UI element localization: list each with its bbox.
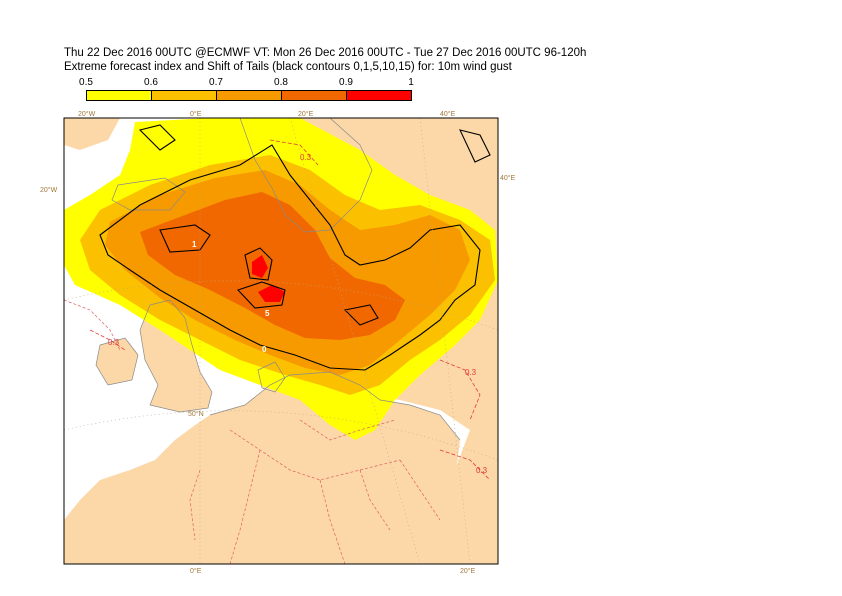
map-frame bbox=[63, 117, 499, 565]
sot-contours bbox=[99, 124, 491, 371]
sot-label-5: 5 bbox=[265, 309, 270, 318]
colorbar-tick-0.7: 0.7 bbox=[209, 77, 223, 88]
label-mid-50n: 50°N bbox=[188, 410, 204, 418]
graticule-labels: 20°W 0°E 20°E 40°E 20°W 40°E 50°N 0°E 20… bbox=[40, 110, 516, 575]
colorbar-tick-0.5: 0.5 bbox=[79, 77, 93, 88]
title-line-2: Extreme forecast index and Shift of Tail… bbox=[64, 61, 512, 73]
colorbar-band-5 bbox=[346, 90, 412, 101]
efi-label-03-d: 0.3 bbox=[476, 466, 488, 475]
title-line-1: Thu 22 Dec 2016 00UTC @ECMWF VT: Mon 26 … bbox=[64, 47, 587, 59]
label-left-20w: 20°W bbox=[40, 186, 58, 194]
label-right-40e: 40°E bbox=[500, 174, 516, 182]
efi-0.3-contours bbox=[89, 139, 491, 481]
colorbar-tick-0.9: 0.9 bbox=[339, 77, 353, 88]
efi-band-0.8 bbox=[140, 192, 405, 340]
efi-label-03-b: 0.3 bbox=[108, 338, 120, 347]
label-top-20e: 20°E bbox=[298, 110, 314, 118]
graticule bbox=[64, 118, 498, 564]
colorbar-tick-0.6: 0.6 bbox=[144, 77, 158, 88]
efi-band-0.9 bbox=[252, 255, 285, 302]
colorbar-tick-0.8: 0.8 bbox=[274, 77, 288, 88]
label-top-20w: 20°W bbox=[78, 110, 96, 118]
colorbar-tick-1: 1 bbox=[408, 77, 414, 88]
efi-label-03-a: 0.3 bbox=[300, 153, 312, 162]
label-bottom-20e: 20°E bbox=[460, 567, 476, 575]
sot-label-0: 0 bbox=[262, 345, 267, 354]
efi-label-03-c: 0.3 bbox=[465, 368, 477, 377]
political-borders bbox=[64, 299, 441, 564]
borders bbox=[95, 118, 461, 441]
sot-label-1: 1 bbox=[192, 240, 197, 249]
contour-labels: 0.3 0.3 0.3 0.3 1 5 0 bbox=[108, 153, 488, 475]
label-top-40e: 40°E bbox=[440, 110, 456, 118]
label-bottom-0e: 0°E bbox=[190, 567, 202, 575]
label-top-0e: 0°E bbox=[190, 110, 202, 118]
